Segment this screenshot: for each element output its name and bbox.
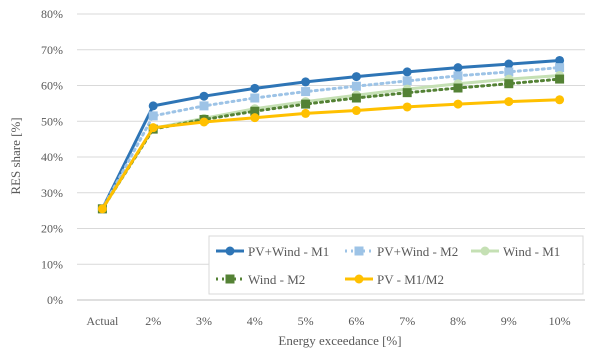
data-point (301, 87, 311, 97)
data-point (301, 108, 311, 118)
y-tick-label: 70% (41, 43, 63, 57)
data-point (301, 77, 311, 87)
series-line (100, 59, 562, 211)
legend-swatch-marker (354, 246, 364, 256)
data-point (148, 101, 158, 111)
x-tick-label: 8% (450, 314, 466, 328)
y-tick-label: 60% (41, 79, 63, 93)
y-tick-label: 30% (41, 186, 63, 200)
data-point (351, 93, 361, 103)
data-point (453, 83, 463, 93)
legend-label: Wind - M1 (503, 244, 560, 259)
series-group (97, 95, 565, 214)
legend-item: Wind - M2 (216, 272, 305, 287)
data-point (351, 81, 361, 91)
legend-label: PV - M1/M2 (377, 272, 444, 287)
legend-swatch-marker (225, 274, 235, 284)
legend-item: PV+Wind - M2 (345, 244, 458, 259)
x-tick-label: 10% (549, 314, 571, 328)
y-axis-title: RES share [%] (8, 117, 23, 194)
x-tick-label: 5% (298, 314, 314, 328)
data-point (199, 101, 209, 111)
x-axis-title: Energy exceedance [%] (278, 333, 401, 348)
y-tick-label: 40% (41, 150, 63, 164)
x-tick-label: 4% (247, 314, 263, 328)
legend-label: PV+Wind - M1 (248, 244, 329, 259)
legend-box (208, 235, 584, 295)
data-point (504, 67, 514, 77)
x-tick-label: 7% (399, 314, 415, 328)
legend-swatch-marker (480, 246, 490, 256)
data-point (250, 93, 260, 103)
data-point (250, 106, 260, 116)
series-line (100, 74, 562, 211)
legend-item: PV+Wind - M1 (216, 244, 329, 259)
data-point (504, 79, 514, 89)
data-point (250, 83, 260, 93)
data-point (250, 113, 260, 123)
data-point (555, 74, 565, 84)
legend-item: PV - M1/M2 (345, 272, 444, 287)
data-point (402, 76, 412, 86)
y-tick-label: 50% (41, 114, 63, 128)
data-point (402, 88, 412, 98)
data-point (402, 102, 412, 112)
data-point (504, 59, 514, 69)
data-point (453, 63, 463, 73)
data-point (453, 71, 463, 81)
x-tick-label: 6% (348, 314, 364, 328)
legend-label: PV+Wind - M2 (377, 244, 458, 259)
data-point (97, 204, 107, 214)
y-tick-label: 20% (41, 222, 63, 236)
gridlines (77, 13, 585, 265)
legend-swatch-marker (354, 274, 364, 284)
data-point (199, 91, 209, 101)
y-tick-label: 80% (41, 7, 63, 21)
legend-item: Wind - M1 (471, 244, 560, 259)
x-tick-label: 9% (501, 314, 517, 328)
x-tick-label: Actual (86, 314, 119, 328)
series-line (100, 98, 562, 211)
series-line (100, 66, 562, 211)
data-point (555, 55, 565, 65)
legend: PV+Wind - M1 PV+Wind - M2 Wind - M1 Wind - … (208, 235, 584, 295)
data-point (504, 97, 514, 107)
axes: 0% 10% 20% 30% 40% 50% 60% 70% 80% Actual 2% 3% 4% 5%… (41, 7, 585, 328)
series (97, 55, 565, 214)
y-tick-label: 10% (41, 257, 63, 271)
data-point (301, 99, 311, 109)
data-point (351, 106, 361, 116)
data-point (351, 72, 361, 82)
legend-label: Wind - M2 (248, 272, 305, 287)
series-group (97, 55, 565, 214)
x-tick-label: 3% (196, 314, 212, 328)
series-group (97, 70, 565, 214)
data-point (453, 99, 463, 109)
data-point (199, 117, 209, 127)
data-point (148, 111, 158, 121)
data-point (555, 63, 565, 73)
legend-swatch-marker (225, 246, 235, 256)
data-point (148, 123, 158, 133)
y-tick-label: 0% (47, 293, 63, 307)
x-tick-label: 2% (145, 314, 161, 328)
data-point (402, 67, 412, 77)
data-point (555, 95, 565, 105)
